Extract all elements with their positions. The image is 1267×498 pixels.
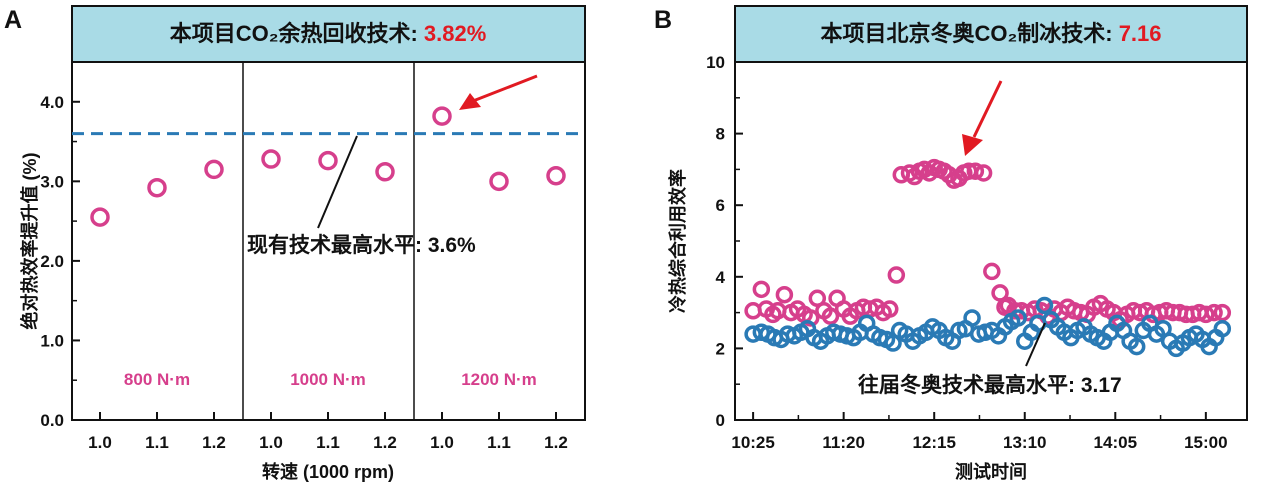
panel-a-title-box [71,5,586,63]
panel-b-x-tick-label: 15:00 [1184,433,1227,452]
panel-a-title-value: 3.82% [424,21,486,46]
panel-a-y-tick-label: 1.0 [40,331,64,350]
panel-a-annotation-leader [317,135,358,229]
panel-b-y-tick-label: 10 [706,53,725,72]
panel-a-data-point [147,177,167,198]
panel-b-y-tick-label: 4 [716,268,726,287]
panel-a-x-tick-label: 1.1 [145,433,169,452]
panel-a-title-text: 本项目CO₂余热回收技术: [170,21,424,46]
panel-a-y-ticks: 0.0 1.0 2.0 3.0 4.0 [40,93,80,430]
panel-a-letter: A [4,6,22,34]
panel-b-data-point [1035,296,1054,315]
panel-b-data-point [801,309,820,327]
panel-a-y-tick-label: 0.0 [40,411,64,430]
panel-a-data-point [375,162,395,182]
panel-a-y-tick-label: 3.0 [40,172,64,191]
panel-b-title: 本项目北京冬奥CO₂制冰技术: 7.16 [820,21,1161,46]
panel-b-letter: B [654,6,672,34]
panel-b-data-point [963,309,981,327]
panel-a-group-label-1200: 1200 N·m [461,370,537,389]
panel-a-x-tick-label: 1.0 [259,433,283,452]
panel-b-series-blue [744,296,1232,358]
panel-b-data-point [752,280,771,299]
panel-b-data-point [1127,337,1146,356]
panel-b-data-point [1213,303,1232,322]
panel-b-data-point [966,162,985,180]
panel-b-reference-label: 往届冬奥技术最高水平: 3.17 [858,373,1122,397]
panel-a-group-label-1000: 1000 N·m [290,370,366,389]
panel-b-data-point [991,284,1009,302]
panel-a-x-tick-label: 1.0 [430,433,454,452]
panel-b-data-point [1197,305,1215,324]
panel-b-x-tick-label: 13:10 [1003,433,1046,452]
panel-a-x-tick-label: 1.1 [487,433,511,452]
panel-a-data-point [432,106,452,126]
panel-b-red-arrow [962,80,1003,156]
panel-b-x-tick-label: 11:20 [822,433,865,452]
panel-b-title-box [734,5,1248,63]
panel-a-data-point [546,166,566,186]
panel-b-data-point [887,266,906,284]
panel-b-series-magenta [744,158,1232,329]
panel-a-x-ticks: 1.0 1.1 1.2 1.0 1.1 1.2 1.0 1.1 1.2 [88,412,568,452]
panel-a-x-axis-label: 转速 (1000 rpm) [262,461,394,482]
panel-a: A 本项目CO₂余热回收技术: 3.82% 0.0 1.0 2.0 3.0 4.0 1.… [4,5,586,482]
panel-a-x-tick-label: 1.2 [373,433,397,452]
panel-b-y-tick-label: 8 [716,125,725,144]
panel-a-x-tick-label: 1.0 [88,433,112,452]
panel-a-red-arrow [459,74,538,110]
panel-b-y-tick-label: 2 [716,339,725,358]
panel-b-data-point [881,300,899,318]
panel-a-data-point [261,149,281,169]
panel-b-data-point [1213,319,1232,338]
panel-a-y-axis-label: 绝对热效率提升值 (%) [19,153,40,330]
panel-a-x-tick-label: 1.2 [202,433,226,452]
panel-b-data-point [821,307,840,325]
panel-a-x-tick-label: 1.1 [316,433,340,452]
panel-b-x-tick-label: 14:05 [1094,433,1137,452]
panel-a-y-tick-label: 2.0 [40,252,64,271]
panel-b-x-ticks: 10:25 11:20 12:15 13:10 14:05 15:00 [731,412,1228,452]
panel-a-points [90,106,566,227]
panel-b-y-axis-label: 冷热综合利用效率 [667,169,688,313]
panel-b-y-tick-label: 0 [716,411,725,430]
panel-a-data-point [318,150,338,171]
panel-a-data-point [204,159,224,180]
panel-b-data-point [983,262,1001,281]
panel-b-title-value: 7.16 [1119,21,1162,46]
panel-b-y-ticks: 0 2 4 6 8 10 [706,53,743,430]
panel-b-data-point [1009,309,1027,327]
panel-b-annotation-leader [1025,322,1046,367]
panel-a-group-label-800: 800 N·m [124,370,190,389]
panel-a-x-tick-label: 1.2 [544,433,568,452]
panel-b-x-tick-label: 10:25 [731,433,774,452]
panel-a-data-point [90,207,110,227]
panel-a-y-tick-label: 4.0 [40,93,64,112]
panel-a-data-point [489,171,509,192]
panel-b-data-point [1205,303,1223,322]
panel-b-x-axis-label: 测试时间 [955,461,1027,482]
panel-b-x-tick-label: 12:15 [912,433,955,452]
panel-b-title-text: 本项目北京冬奥CO₂制冰技术: [820,21,1118,46]
panel-a-title: 本项目CO₂余热回收技术: 3.82% [170,21,487,46]
panel-b-y-tick-label: 6 [716,196,725,215]
panel-b: B 本项目北京冬奥CO₂制冰技术: 7.16 0 2 4 6 8 10 10:25 11:2… [654,5,1248,482]
panel-b-plot-frame [734,61,1248,421]
panel-b-series [744,158,1232,358]
panel-b-data-point [775,285,794,304]
panel-a-reference-label: 现有技术最高水平: 3.6% [247,233,476,257]
panel-b-data-point [974,164,993,182]
